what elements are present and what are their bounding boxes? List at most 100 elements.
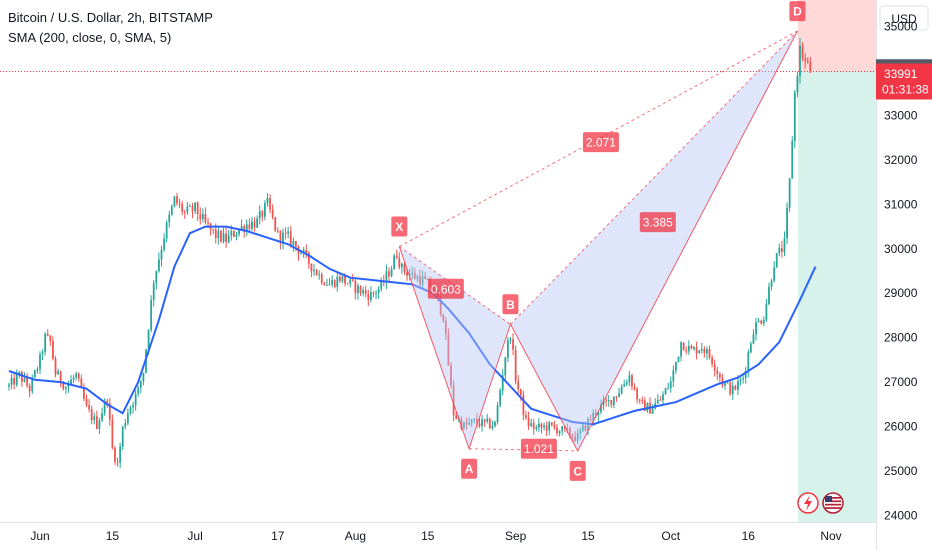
pattern-triangle-xab <box>399 246 511 449</box>
candle <box>297 245 300 261</box>
candle <box>372 291 375 298</box>
candle <box>693 345 695 351</box>
candle-body <box>320 274 323 283</box>
candle <box>651 404 654 415</box>
candle-body <box>625 382 628 385</box>
candle <box>168 210 171 228</box>
candle-body <box>553 424 556 428</box>
candle-body <box>310 263 313 272</box>
candle <box>173 196 176 208</box>
candle <box>755 317 757 341</box>
pattern-point-badge <box>502 294 519 315</box>
candle-body <box>349 279 352 284</box>
candle-body <box>129 407 132 413</box>
candle <box>625 379 628 387</box>
candle <box>620 384 623 395</box>
pattern-point-b: B <box>502 294 519 315</box>
candle <box>26 373 28 389</box>
candle-body <box>178 203 181 205</box>
candle-body <box>183 211 186 213</box>
price-tick-label: 31000 <box>884 197 918 211</box>
price-tick-label: 35000 <box>884 20 918 34</box>
candle <box>687 340 690 355</box>
candle <box>530 418 533 428</box>
candle <box>804 53 807 69</box>
candle <box>700 342 703 354</box>
candle <box>111 414 114 450</box>
candle <box>212 228 215 235</box>
candle-body <box>780 248 783 252</box>
candle-body <box>576 433 579 441</box>
candle <box>116 457 119 467</box>
candle-body <box>8 384 10 387</box>
candle <box>416 274 419 282</box>
candle-body <box>463 422 465 429</box>
candle-body <box>481 419 483 427</box>
candle <box>201 208 204 223</box>
candle <box>512 333 514 356</box>
candle <box>23 372 26 383</box>
candle <box>253 217 256 232</box>
candle <box>152 280 155 307</box>
candle-body <box>248 224 251 229</box>
candle <box>406 269 408 281</box>
candle <box>662 391 664 406</box>
candle <box>261 209 264 222</box>
candle <box>150 295 153 333</box>
candle <box>134 390 137 411</box>
candle-body <box>13 378 16 385</box>
candle <box>359 285 362 296</box>
candle-body <box>581 425 584 431</box>
candle <box>328 278 331 286</box>
candle-body <box>318 274 321 276</box>
candle <box>419 269 421 289</box>
candle <box>519 388 522 402</box>
candle-body <box>359 285 362 294</box>
candle <box>398 252 401 270</box>
stop-loss-zone <box>798 0 876 72</box>
candle-body <box>292 241 295 246</box>
bar-countdown-label: 01:31:38 <box>882 82 929 96</box>
candle <box>589 414 592 422</box>
candle <box>439 295 442 317</box>
candle <box>654 398 657 410</box>
candle-body <box>284 232 287 234</box>
candle <box>711 354 713 368</box>
pattern-triangle-bcd <box>510 31 798 451</box>
candle-body <box>488 418 491 428</box>
candle-body <box>592 412 595 421</box>
candle-body <box>33 370 36 378</box>
candle <box>318 270 321 280</box>
candle <box>581 423 584 433</box>
candle <box>139 380 142 394</box>
candle-body <box>155 271 158 284</box>
candle-body <box>532 423 535 429</box>
candle <box>196 201 199 221</box>
candle-body <box>734 385 737 390</box>
candle <box>385 264 388 290</box>
candle-body <box>444 320 447 335</box>
candle-body <box>566 428 569 430</box>
candle-body <box>579 430 582 434</box>
candle <box>349 278 352 288</box>
candle-body <box>618 393 620 397</box>
candle <box>481 415 483 432</box>
candle <box>424 272 427 280</box>
candle <box>793 90 796 149</box>
candle-body <box>385 271 388 283</box>
candle <box>514 345 517 385</box>
candle-body <box>279 230 282 243</box>
candle <box>545 421 548 437</box>
candle-body <box>313 269 315 272</box>
candle-body <box>706 349 708 354</box>
candle <box>13 372 16 390</box>
candle-body <box>377 288 380 294</box>
candle-body <box>251 221 253 229</box>
candle-body <box>439 297 442 315</box>
candle-body <box>114 447 116 462</box>
candle-body <box>496 405 499 422</box>
candle <box>612 396 615 409</box>
candle <box>54 356 57 378</box>
current-price-badge <box>876 63 932 100</box>
